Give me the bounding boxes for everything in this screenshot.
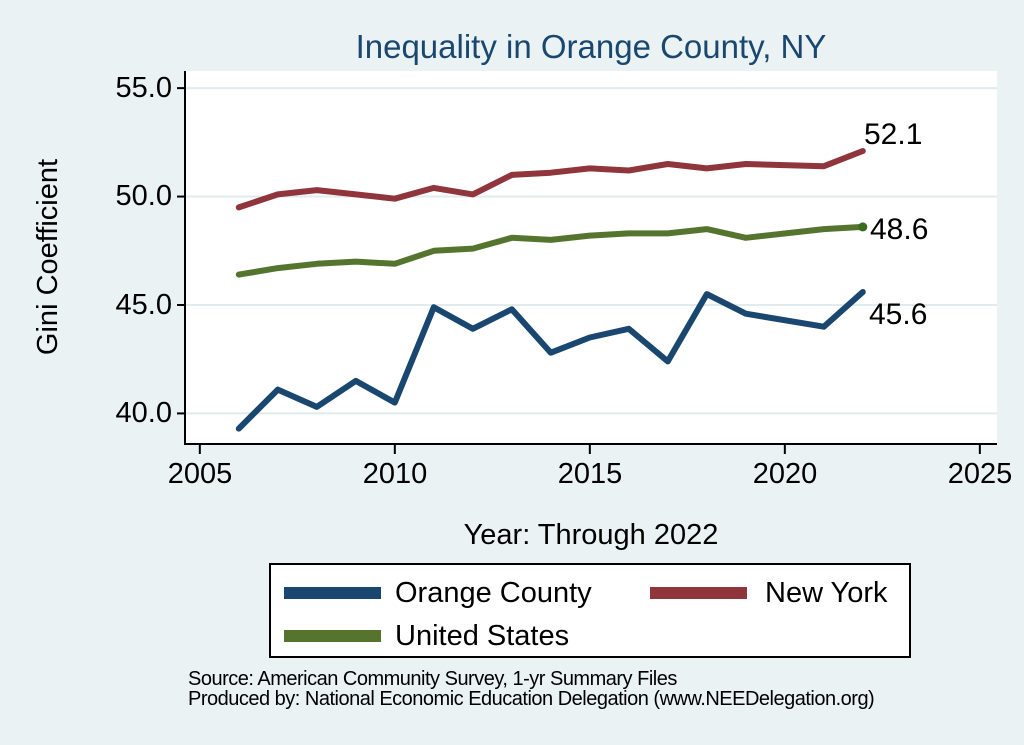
legend-swatch-orange-county [284, 587, 381, 599]
legend-swatch-new-york [650, 587, 747, 599]
legend-label-new-york: New York [765, 577, 888, 609]
plot-area [185, 71, 997, 444]
series-line-new-york [235, 148, 866, 211]
x-tick-label-2020: 2020 [752, 458, 818, 490]
produced-by-line: Produced by: National Economic Education… [188, 688, 875, 710]
y-tick-label-50: 50.0 [115, 180, 172, 212]
end-value-label-united-states: 48.6 [870, 213, 929, 246]
y-tick-label-40: 40.0 [115, 397, 172, 429]
chart-title: Inequality in Orange County, NY [355, 28, 827, 65]
y-tick-label-45: 45.0 [115, 289, 172, 321]
x-axis-title: Year: Through 2022 [463, 519, 719, 551]
y-tick-label-55: 55.0 [115, 72, 172, 104]
x-tick-label-2025: 2025 [947, 458, 1013, 490]
series-end-marker-united-states [858, 222, 868, 232]
series-line-orange-county [235, 289, 866, 432]
series-line-united-states [235, 223, 866, 278]
end-value-label-orange-county: 45.6 [869, 298, 928, 331]
legend-swatch-united-states [284, 630, 381, 642]
x-tick-label-2010: 2010 [362, 458, 428, 490]
end-value-label-new-york: 52.1 [864, 118, 923, 151]
x-tick-label-2005: 2005 [167, 458, 233, 490]
x-tick-label-2015: 2015 [557, 458, 623, 490]
y-axis-title: Gini Coefficient [32, 158, 64, 356]
legend-label-orange-county: Orange County [395, 577, 592, 609]
source-note: Source: American Community Survey, 1-yr … [188, 669, 988, 709]
legend: Orange County New York United States [269, 563, 911, 658]
legend-label-united-states: United States [395, 620, 570, 652]
source-line: Source: American Community Survey, 1-yr … [188, 668, 677, 690]
